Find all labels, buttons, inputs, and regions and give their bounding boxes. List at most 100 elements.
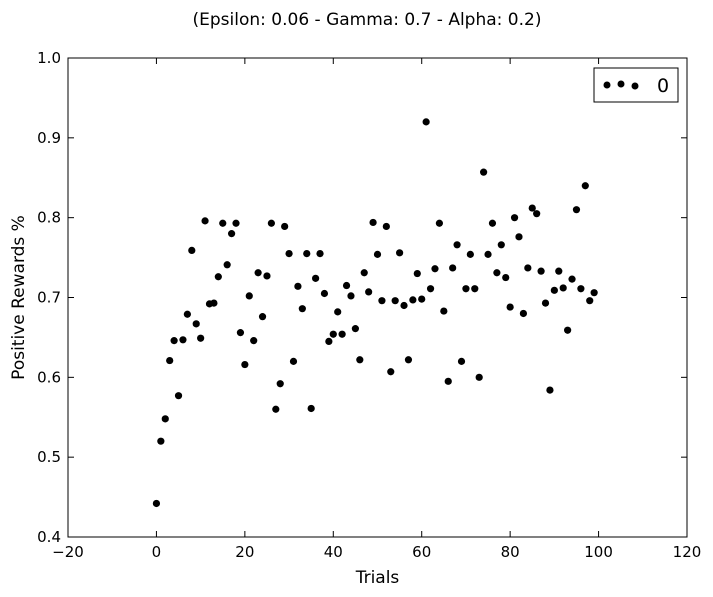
data-point <box>338 330 346 338</box>
data-point <box>223 261 231 269</box>
legend: 0 <box>593 67 679 103</box>
x-tick-label: 40 <box>324 543 343 561</box>
y-tick-label: 0.6 <box>37 368 61 386</box>
data-point <box>325 337 333 346</box>
data-point <box>555 267 563 275</box>
chart-title: (Epsilon: 0.06 - Gamma: 0.7 - Alpha: 0.2… <box>193 10 542 30</box>
data-point <box>426 285 435 293</box>
data-point <box>303 249 311 258</box>
x-tick-label: 100 <box>584 543 613 561</box>
data-point <box>289 357 298 365</box>
data-point <box>356 356 364 364</box>
data-point <box>263 272 271 280</box>
data-point <box>524 264 532 272</box>
data-point <box>294 282 302 290</box>
data-point <box>546 386 554 394</box>
x-tick-label: −20 <box>52 543 84 561</box>
data-point <box>236 329 245 337</box>
data-point <box>387 368 395 376</box>
legend-marker <box>603 81 611 89</box>
data-point <box>214 273 222 281</box>
data-point <box>435 219 443 227</box>
data-point <box>440 307 448 315</box>
data-point <box>298 305 306 313</box>
axis-ticks: −20 0 20 40 60 80 100 120 0.4 0.5 0.6 0.7 0.8 0.9 1.0 <box>37 49 701 561</box>
data-point <box>586 297 594 305</box>
legend-label: 0 <box>657 75 669 97</box>
x-tick-label: 0 <box>152 543 162 561</box>
data-point <box>285 249 293 258</box>
data-point <box>480 168 488 176</box>
data-point <box>272 405 280 413</box>
data-point <box>351 325 359 333</box>
data-point <box>276 380 284 388</box>
data-point <box>541 299 550 307</box>
data-point <box>568 275 576 283</box>
data-point <box>577 285 585 293</box>
data-point <box>183 310 191 318</box>
y-tick-label: 1.0 <box>37 49 61 67</box>
x-tick-label: 60 <box>412 543 431 561</box>
data-point <box>188 246 196 254</box>
data-point <box>347 292 355 300</box>
data-point <box>365 288 373 296</box>
data-point <box>497 241 505 249</box>
data-point <box>515 233 523 241</box>
data-point <box>179 336 187 344</box>
data-point <box>409 296 417 304</box>
data-point <box>254 269 262 277</box>
data-point <box>404 356 413 364</box>
data-points <box>152 118 598 508</box>
data-point <box>320 289 329 298</box>
data-point <box>564 326 572 334</box>
data-point <box>453 241 461 249</box>
data-point <box>519 309 528 318</box>
data-point <box>391 297 399 305</box>
data-point <box>227 230 236 238</box>
data-point <box>382 222 390 231</box>
data-point <box>161 415 169 423</box>
data-point <box>422 118 430 126</box>
data-point <box>400 301 408 310</box>
data-point <box>550 286 558 294</box>
data-point <box>373 250 382 258</box>
data-point <box>502 273 510 282</box>
y-tick-label: 0.7 <box>37 289 61 307</box>
legend-marker <box>617 80 625 88</box>
data-point <box>413 269 421 278</box>
data-point <box>369 218 377 227</box>
y-tick-label: 0.4 <box>37 528 61 546</box>
data-point <box>307 404 315 413</box>
data-point <box>329 330 337 338</box>
data-point <box>418 295 426 303</box>
data-point <box>258 313 267 321</box>
x-tick-label: 120 <box>673 543 702 561</box>
data-point <box>157 437 165 445</box>
data-point <box>537 267 545 275</box>
data-point <box>484 250 492 258</box>
legend-marker <box>631 82 639 90</box>
data-point <box>449 264 457 272</box>
data-point <box>444 377 452 385</box>
data-point <box>267 219 275 227</box>
data-point <box>360 269 368 277</box>
data-point <box>475 373 483 381</box>
data-point <box>396 249 404 257</box>
data-point <box>201 217 209 225</box>
x-tick-label: 20 <box>235 543 254 561</box>
data-point <box>170 337 178 345</box>
data-point <box>232 219 240 227</box>
data-point <box>334 308 342 316</box>
data-point <box>312 274 320 282</box>
data-point <box>316 249 324 258</box>
data-point <box>462 285 470 293</box>
data-point <box>559 284 567 292</box>
data-point <box>431 265 439 273</box>
data-point <box>219 219 227 227</box>
y-tick-label: 0.5 <box>37 448 61 466</box>
data-point <box>174 392 183 400</box>
data-point <box>572 206 581 214</box>
data-point <box>510 214 519 222</box>
data-point <box>493 269 501 277</box>
